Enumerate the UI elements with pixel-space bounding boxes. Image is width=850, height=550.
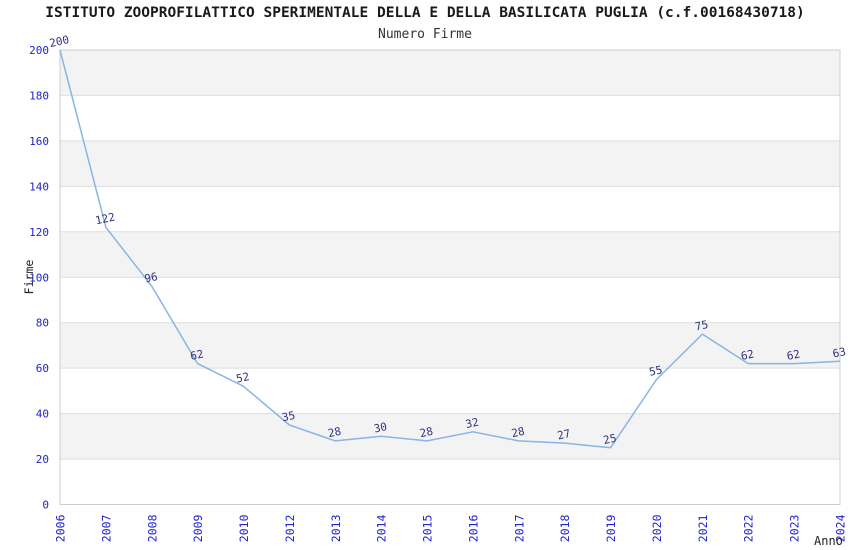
data-point-label: 32 <box>464 416 480 431</box>
background-band <box>60 50 840 96</box>
chart-title: ISTITUTO ZOOPROFILATTICO SPERIMENTALE DE… <box>45 5 805 21</box>
data-point-label: 27 <box>556 427 572 442</box>
x-tick-label: 2009 <box>191 514 205 542</box>
background-band <box>60 231 840 278</box>
data-point-label: 63 <box>831 345 847 360</box>
y-tick-label: 60 <box>36 362 49 375</box>
plot-border <box>59 49 841 505</box>
y-tick-label: 80 <box>36 317 49 330</box>
x-tick-label: 2007 <box>99 514 113 542</box>
background-band <box>60 140 840 187</box>
data-point-label: 28 <box>510 425 526 440</box>
data-point-label: 96 <box>143 270 159 285</box>
x-tick-label: 2023 <box>788 514 802 542</box>
data-point-label: 35 <box>281 409 297 424</box>
y-axis-title: Firme <box>22 259 36 295</box>
x-tick-label: 2014 <box>375 514 389 542</box>
data-line <box>59 49 841 449</box>
y-tick-label: 180 <box>29 89 49 102</box>
x-tick-label: 2008 <box>145 514 159 542</box>
chart-subtitle: Numero Firme <box>378 27 472 42</box>
data-point-label: 28 <box>327 425 343 440</box>
data-point-label: 62 <box>740 347 756 362</box>
y-tick-label: 200 <box>29 44 49 57</box>
data-point-label: 62 <box>189 347 205 362</box>
y-tick-label: 0 <box>42 499 49 512</box>
data-point-label: 55 <box>648 363 664 378</box>
x-tick-label: 2021 <box>696 514 710 542</box>
x-tick-label: 2022 <box>742 515 756 543</box>
background-band <box>60 322 840 369</box>
y-tick-label: 120 <box>29 226 49 239</box>
y-tick-label: 20 <box>36 453 49 466</box>
x-tick-label: 2006 <box>54 514 68 542</box>
x-tick-label: 2016 <box>466 514 480 542</box>
data-point-label: 62 <box>786 347 802 362</box>
x-tick-label: 2018 <box>558 514 572 542</box>
data-point-label: 28 <box>419 425 435 440</box>
y-tick-label: 40 <box>36 408 49 421</box>
x-tick-label: 2024 <box>834 514 848 542</box>
data-point-label: 122 <box>94 210 116 227</box>
y-tick-label: 140 <box>29 180 49 193</box>
x-tick-label: 2015 <box>421 515 435 543</box>
x-tick-label: 2017 <box>512 514 526 542</box>
x-tick-label: 2020 <box>650 514 664 542</box>
y-tick-label: 100 <box>29 271 49 284</box>
x-tick-label: 2013 <box>329 514 343 542</box>
data-point-label: 200 <box>48 33 70 50</box>
x-axis-title: Anno <box>814 534 843 548</box>
data-point-label: 75 <box>694 318 710 333</box>
x-tick-label: 2010 <box>237 514 251 542</box>
data-point-label: 52 <box>235 370 251 385</box>
y-tick-label: 160 <box>29 135 49 148</box>
data-point-label: 30 <box>373 420 389 435</box>
data-point-label: 25 <box>602 432 618 447</box>
x-tick-label: 2019 <box>604 514 618 542</box>
x-tick-label: 2012 <box>283 515 297 543</box>
